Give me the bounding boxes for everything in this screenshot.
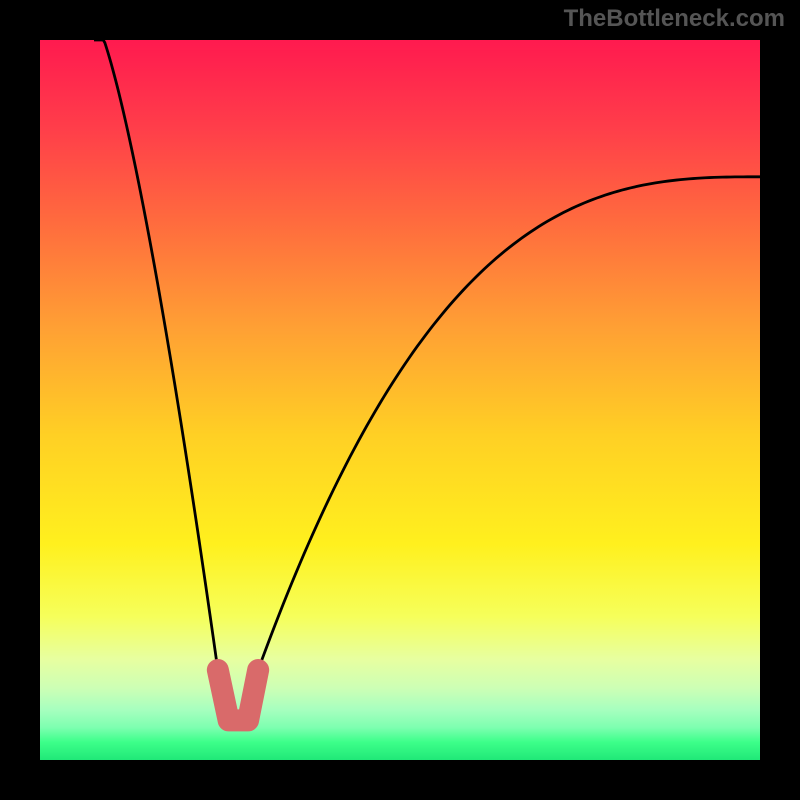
- plot-gradient: [40, 40, 760, 760]
- watermark-text: TheBottleneck.com: [564, 5, 785, 32]
